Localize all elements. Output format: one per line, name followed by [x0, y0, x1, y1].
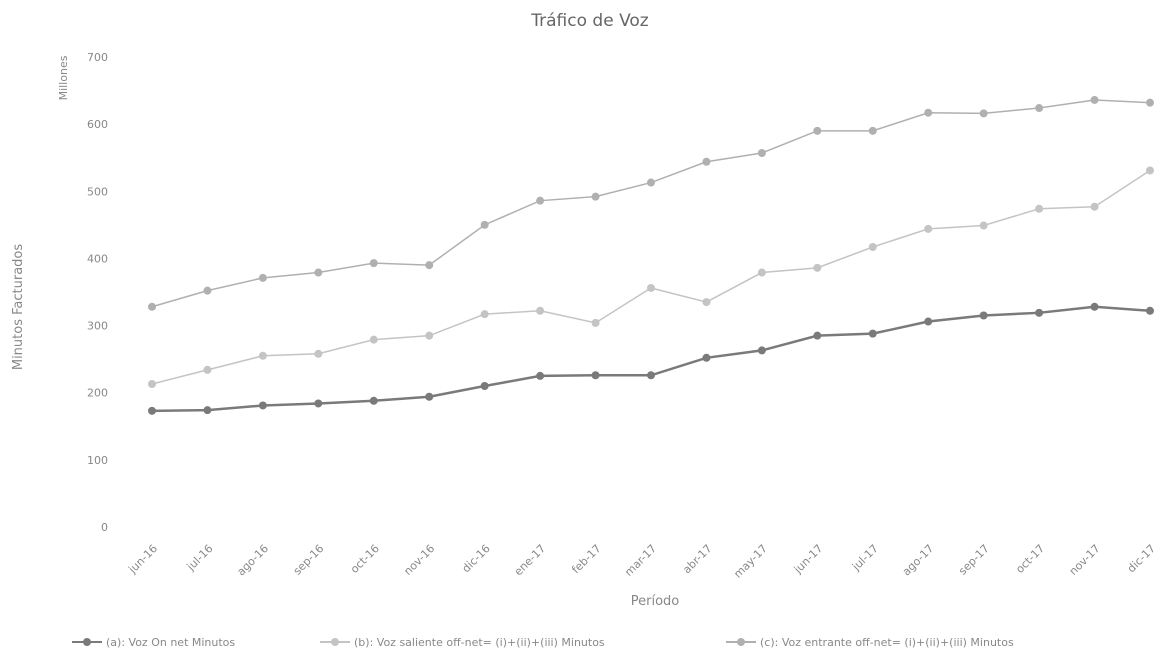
series-line: [151, 169, 1151, 385]
x-tick-label: ene-17: [512, 542, 548, 578]
point: [813, 331, 822, 340]
point: [536, 306, 545, 315]
point: [757, 346, 766, 355]
point: [425, 261, 434, 270]
point: [979, 311, 988, 320]
y-tick-label: 100: [87, 454, 108, 467]
point: [314, 349, 323, 358]
y-axis-title: Minutos Facturados: [11, 244, 26, 371]
legend-marker: [83, 638, 91, 646]
point: [924, 108, 933, 117]
x-tick-label: jun-17: [791, 542, 826, 577]
point: [757, 268, 766, 277]
point: [591, 318, 600, 327]
point: [1146, 166, 1154, 175]
point: [702, 157, 711, 166]
point: [480, 382, 489, 390]
x-tick-label: dic-16: [460, 542, 493, 575]
series-line: [151, 99, 1151, 308]
x-tick-label: mar-17: [622, 542, 659, 579]
point: [203, 286, 212, 295]
point: [868, 126, 877, 135]
y-tick-label: 0: [101, 521, 108, 534]
point: [536, 196, 545, 205]
point: [1035, 104, 1044, 113]
point: [425, 392, 434, 401]
point: [924, 317, 933, 326]
x-tick-label: may-17: [731, 542, 770, 581]
point: [1090, 302, 1099, 311]
x-tick-label: nov-16: [401, 542, 437, 578]
y-tick-label: 300: [87, 320, 108, 333]
point: [480, 310, 489, 319]
point: [480, 220, 489, 229]
y-unit: Millones: [57, 55, 70, 100]
legend-marker: [331, 638, 339, 646]
x-tick-label: oct-17: [1013, 542, 1047, 576]
x-tick-label: abr-17: [680, 542, 714, 576]
y-tick-label: 700: [87, 51, 108, 64]
x-tick-label: jul-17: [849, 542, 881, 574]
point: [148, 379, 156, 388]
x-tick-label: jun-16: [125, 542, 160, 577]
point: [258, 401, 267, 410]
point: [1035, 204, 1044, 213]
point: [813, 263, 822, 272]
point: [148, 302, 156, 311]
point: [258, 273, 267, 282]
point: [203, 406, 212, 415]
point: [1090, 95, 1099, 104]
point: [1090, 202, 1099, 211]
x-tick-label: dic-17: [1125, 542, 1158, 575]
point: [314, 268, 323, 277]
point: [979, 221, 988, 230]
point: [314, 399, 323, 408]
legend-label: (b): Voz saliente off-net= (i)+(ii)+(iii…: [354, 636, 605, 649]
x-tick-label: jul-16: [184, 542, 216, 574]
point: [647, 178, 655, 187]
point: [702, 353, 711, 362]
point: [1146, 306, 1154, 315]
series-line: [151, 305, 1151, 413]
point: [258, 351, 267, 360]
y-tick-label: 400: [87, 252, 108, 265]
x-tick-label: ago-17: [900, 542, 937, 579]
x-tick-label: feb-17: [569, 542, 603, 576]
point: [369, 335, 378, 344]
legend-label: (c): Voz entrante off-net= (i)+(ii)+(iii…: [760, 636, 1014, 649]
x-axis-title: Período: [631, 594, 680, 609]
point: [148, 406, 156, 415]
legend-label: (a): Voz On net Minutos: [106, 636, 235, 649]
point: [425, 331, 434, 340]
point: [369, 396, 378, 405]
point: [924, 224, 933, 233]
legend-marker: [737, 638, 745, 646]
x-tick-label: sep-17: [956, 542, 992, 578]
chart-title: Tráfico de Voz: [530, 11, 649, 31]
point: [757, 149, 766, 158]
point: [591, 371, 600, 380]
x-tick-label: sep-16: [291, 542, 327, 578]
y-tick-label: 500: [87, 185, 108, 198]
point: [647, 283, 655, 292]
x-tick-label: ago-16: [235, 542, 272, 579]
x-tick-label: oct-16: [348, 542, 382, 576]
point: [647, 371, 655, 380]
point: [813, 126, 822, 135]
point: [868, 243, 877, 252]
point: [868, 329, 877, 338]
point: [702, 298, 711, 307]
y-tick-label: 200: [87, 387, 108, 400]
x-tick-label: nov-17: [1067, 542, 1103, 578]
point: [536, 371, 545, 380]
y-tick-label: 600: [87, 118, 108, 131]
point: [369, 259, 378, 268]
point: [1035, 308, 1044, 317]
point: [591, 192, 600, 201]
point: [1146, 98, 1154, 107]
point: [979, 109, 988, 118]
point: [203, 365, 212, 374]
